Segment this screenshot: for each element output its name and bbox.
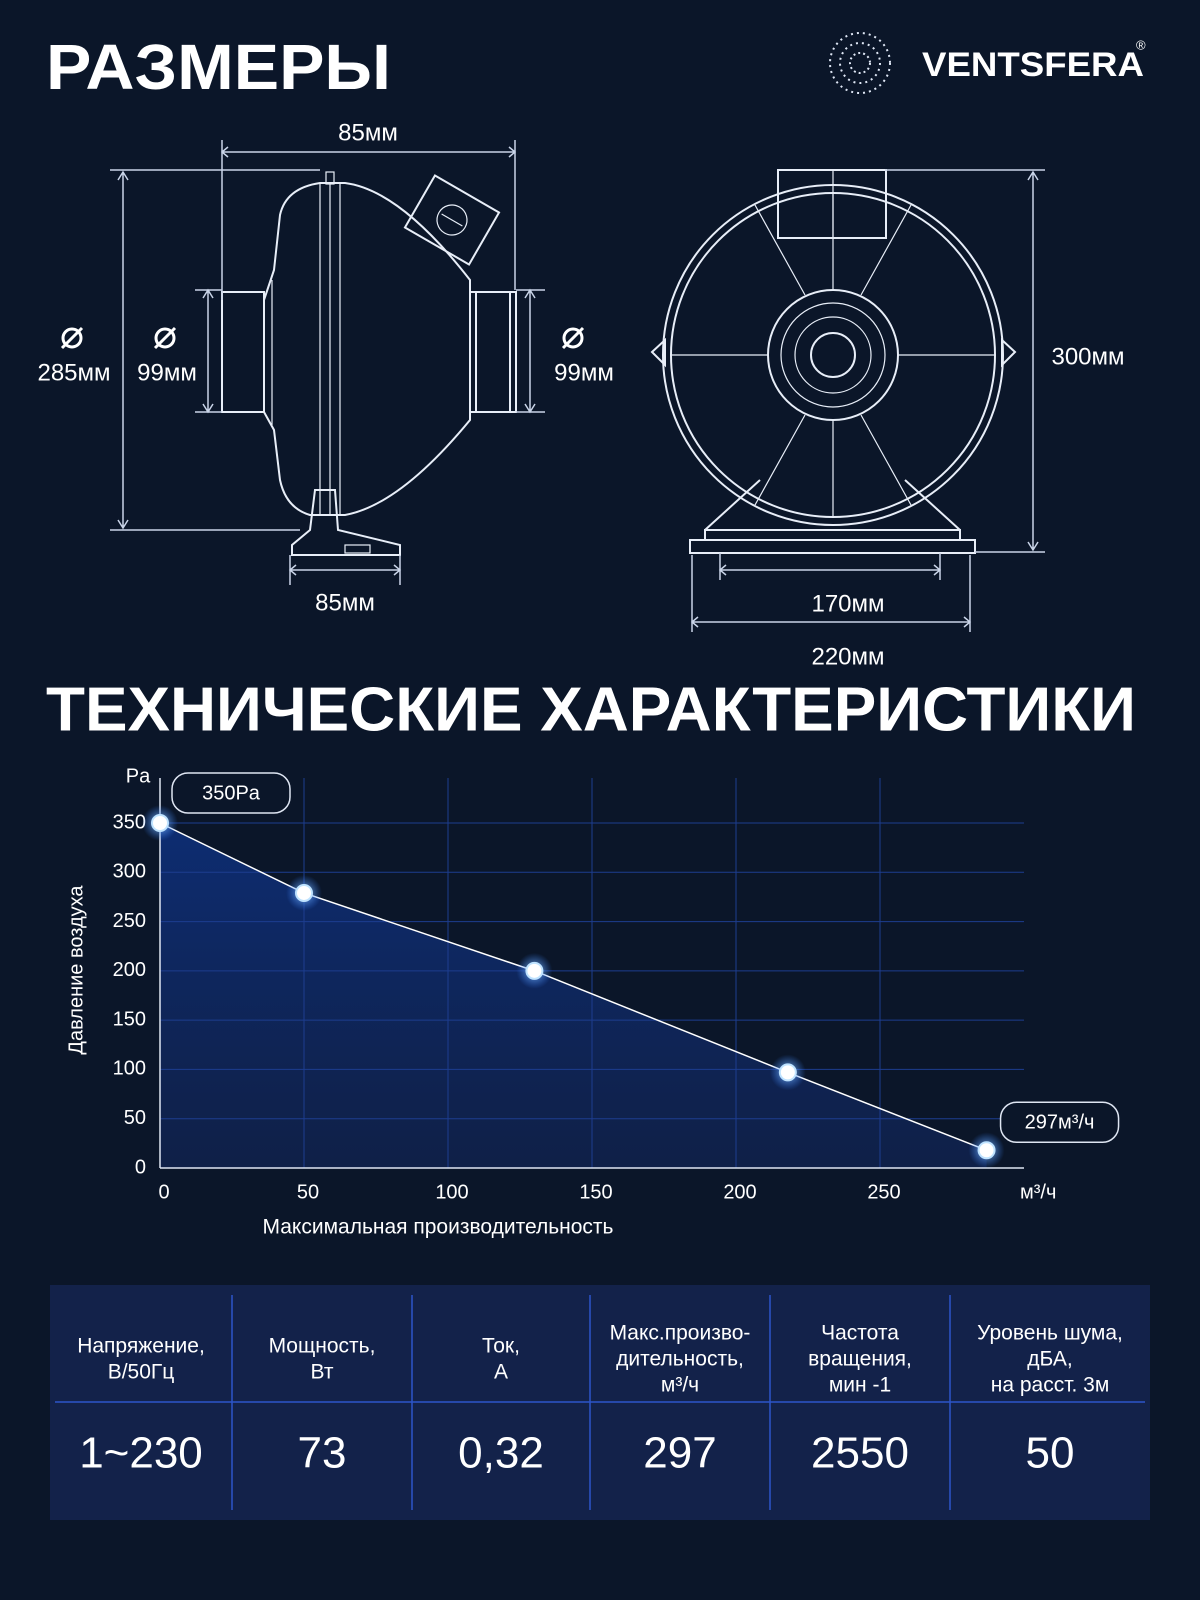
dimension-label: 85мм [315,589,375,616]
table-cell: 1~230 [79,1429,203,1478]
y-tick-label: 150 [113,1008,146,1030]
y-axis-label: Давление воздуха [65,885,87,1055]
x-tick-label: 0 [158,1181,169,1203]
dimension-label: 300мм [1051,343,1124,370]
table-header: А [494,1361,508,1384]
side-view-drawing [221,171,517,556]
x-axis-label: Максимальная производительность [263,1216,614,1239]
table-header: дительность, [616,1348,744,1371]
y-tick-label: 200 [113,959,146,981]
y-tick-label: 250 [113,910,146,932]
data-point [151,814,169,832]
table-header: мин -1 [829,1374,891,1397]
dimension-label: 85мм [338,119,398,146]
logo-text: VENTSFERA [922,46,1144,84]
table-header: Мощность, [269,1335,376,1358]
x-tick-label: 100 [435,1181,468,1203]
side-dimensions [60,140,585,585]
dimension-label: 99мм [137,359,197,386]
page-title: РАЗМЕРЫ [46,31,391,103]
table-header: дБА, [1027,1348,1072,1371]
table-header: м³/ч [661,1374,699,1397]
x-tick-label: 200 [723,1181,756,1203]
table-header: Ток, [482,1335,520,1358]
annotation: 350Pa [202,782,261,804]
x-tick-label: 150 [579,1181,612,1203]
dimension-label: 170мм [811,590,884,617]
table-header: В/50Гц [108,1361,175,1384]
front-view-drawing [650,169,1017,554]
x-tick-label: 250 [867,1181,900,1203]
y-unit: Pa [126,765,151,787]
table-cell: 50 [1026,1429,1075,1478]
annotation-box [171,772,291,814]
section-title: ТЕХНИЧЕСКИЕ ХАРАКТЕРИСТИКИ [46,675,1136,744]
dimension-label: 285мм [37,359,110,386]
table-header: вращения, [808,1348,912,1371]
x-unit: м³/ч [1020,1181,1056,1203]
table-header: на расст. 3м [991,1374,1110,1397]
table-header: Вт [311,1361,334,1384]
spec-table: Напряжение, В/50Гц Мощность, Вт Ток, А Макс.пр… [55,1295,1145,1510]
y-tick-label: 50 [124,1107,146,1129]
y-tick-label: 0 [135,1156,146,1178]
front-dimensions [690,169,1045,632]
table-header: Частота [821,1322,899,1345]
table-cell: 297 [643,1429,716,1478]
table-cell: 73 [298,1429,347,1478]
table-header: Уровень шума, [977,1322,1123,1345]
y-tick-label: 350 [113,811,146,833]
logo-icon [829,32,891,94]
dimension-label: 220мм [811,643,884,670]
dimension-label: 99мм [554,359,614,386]
data-point [778,1063,797,1082]
y-tick-label: 300 [113,861,146,883]
x-tick-label: 50 [297,1181,319,1203]
data-point [525,961,544,980]
data-point [977,1141,996,1160]
chart: 0 50 100 150 200 250 300 350 0 50 100 150 200 250 350P… [113,772,1120,1203]
table-header: Напряжение, [77,1335,205,1358]
y-tick-label: 100 [113,1058,146,1080]
annotation: 297м³/ч [1025,1112,1095,1134]
annotation-box [999,1101,1120,1144]
data-point [295,883,313,902]
table-cell: 0,32 [458,1429,544,1478]
logo-registered: ® [1136,37,1146,52]
table-cell: 2550 [811,1429,909,1478]
table-header: Макс.произво- [610,1322,751,1345]
